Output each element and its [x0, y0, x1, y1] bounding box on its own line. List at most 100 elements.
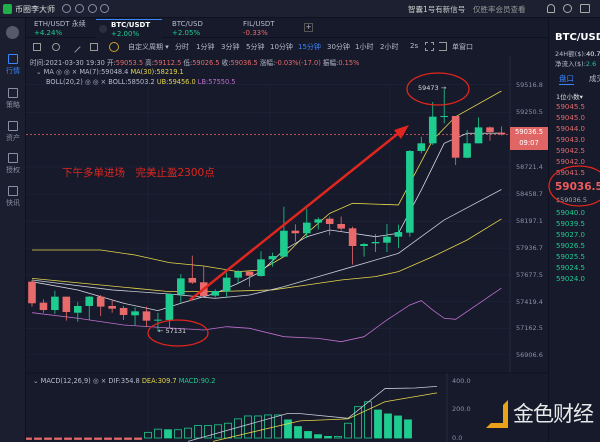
period-1m[interactable]: 1分钟	[196, 43, 215, 51]
high-label: 高:	[145, 59, 154, 67]
tab-btc-usd[interactable]: BTC/USD +2.05%	[168, 19, 234, 38]
period-2h[interactable]: 2小时	[380, 43, 399, 51]
inflow-label: 净流入($):	[555, 60, 586, 68]
period-3m[interactable]: 3分钟	[221, 43, 240, 51]
candle-body	[96, 296, 105, 307]
period-30m[interactable]: 30分钟	[327, 43, 350, 51]
time-label: 时间:	[30, 59, 46, 67]
ask-price[interactable]: 59043.0	[556, 136, 585, 144]
macd-bar	[204, 425, 212, 439]
lb-line	[31, 287, 502, 343]
candle-body	[337, 223, 345, 229]
ask-price[interactable]: 59042.0	[556, 158, 585, 166]
bid-price[interactable]: 59027.0	[556, 231, 585, 239]
macd-bar	[154, 428, 162, 439]
collapse-icon[interactable]: ⌄	[33, 377, 39, 385]
price-axis-label: 56906.6	[516, 350, 543, 359]
compass-icon[interactable]	[88, 4, 97, 13]
bell-icon[interactable]	[547, 4, 555, 13]
close-icon[interactable]: ×	[100, 377, 107, 385]
candle-body	[39, 302, 48, 311]
search-icon[interactable]	[563, 4, 572, 13]
bid-price[interactable]: 59025.5	[556, 253, 585, 261]
macd-bar	[354, 406, 362, 439]
shield-icon[interactable]	[75, 4, 84, 13]
tab-eth-usdt[interactable]: ETH/USDT 永续 +4.24%	[30, 19, 94, 38]
signal-notice[interactable]: 智囊1号有新信号	[408, 5, 466, 14]
candle-body	[211, 290, 219, 296]
macd-bar	[344, 422, 352, 439]
bid-price[interactable]: 59039.5	[556, 220, 585, 228]
boll-ub-value: UB:59456.0	[156, 78, 196, 86]
calendar-icon[interactable]	[90, 43, 98, 51]
period-10m[interactable]: 10分钟	[270, 43, 293, 51]
sidebar-item-authorize[interactable]: 授权	[0, 153, 26, 175]
bid-price[interactable]: 59024.0	[556, 275, 585, 283]
period-1h[interactable]: 1小时	[355, 43, 374, 51]
macd-bar	[44, 437, 52, 440]
ask-price[interactable]: 59045.0	[556, 114, 585, 122]
pause-icon[interactable]	[62, 4, 71, 13]
close-icon[interactable]: ×	[71, 68, 78, 76]
tab-btc-usdt[interactable]: BTC/USDT +2.00%	[96, 19, 162, 38]
sidebar-item-assets[interactable]: 资产	[0, 121, 26, 143]
pair-tabs: ETH/USDT 永续 +4.24% BTC/USDT +2.00% BTC/USD…	[26, 18, 548, 38]
pencil-icon[interactable]	[69, 41, 81, 53]
time-value: 2021-03-30 19:30	[45, 59, 105, 67]
tab-trades[interactable]: 成交	[589, 74, 600, 83]
macd-bar	[74, 437, 82, 440]
news-icon	[8, 186, 18, 196]
eye-icon[interactable]: ◎	[84, 78, 91, 86]
clock-icon[interactable]	[109, 42, 119, 52]
globe-icon[interactable]	[6, 26, 19, 39]
period-2s[interactable]: 2s	[410, 42, 419, 50]
open-value: 59053.5	[115, 59, 144, 67]
bid-price[interactable]: 59024.5	[556, 264, 585, 272]
settings-icon[interactable]: ◎	[63, 68, 70, 76]
ask-price[interactable]: 59042.5	[556, 147, 585, 155]
member-notice[interactable]: 仅胜率会员查看	[473, 5, 526, 14]
eye-icon[interactable]: ◎	[55, 68, 62, 76]
candle-body	[108, 305, 116, 309]
tab-change: +2.00%	[111, 30, 140, 38]
settings-icon[interactable]: ◎	[92, 377, 99, 385]
tab-pair: ETH/USDT 永续	[34, 20, 86, 28]
sidebar-item-strategy[interactable]: 策略	[0, 88, 26, 110]
candle-body	[406, 150, 414, 233]
macd-name: MACD(12,26,9)	[40, 377, 91, 385]
sidebar-item-news[interactable]: 快讯	[0, 186, 26, 208]
delete-icon[interactable]: ◎	[92, 78, 99, 86]
period-15m[interactable]: 15分钟	[298, 43, 321, 51]
settings-icon[interactable]	[52, 43, 60, 51]
macd-bar	[294, 426, 302, 439]
macd-bar	[164, 429, 172, 439]
period-timeshare[interactable]: 分时	[175, 43, 189, 51]
sidebar-item-market[interactable]: 行情	[0, 54, 26, 76]
period-5m[interactable]: 5分钟	[246, 43, 265, 51]
decimals-dropdown[interactable]: 1位小数▾	[556, 93, 583, 101]
bid-price[interactable]: 59026.5	[556, 242, 585, 250]
ask-price[interactable]: 59044.0	[556, 125, 585, 133]
candle-body	[303, 222, 311, 234]
ask-price[interactable]: 59041.5	[556, 169, 585, 177]
add-tab-button[interactable]: +	[304, 23, 313, 32]
app-name: 币圈李大师	[15, 5, 55, 14]
shirt-icon[interactable]	[580, 4, 590, 13]
layout-icon[interactable]	[439, 42, 447, 51]
indicator-icon[interactable]	[33, 43, 41, 51]
candle-body	[177, 278, 185, 295]
candle-body	[74, 305, 82, 313]
collapse-icon[interactable]: ⌄	[36, 68, 42, 76]
fullscreen-icon[interactable]	[425, 42, 434, 51]
single-window-button[interactable]: 单窗口	[452, 43, 473, 51]
macd-value: MACD:90.2	[178, 377, 216, 385]
close-icon[interactable]: ×	[100, 78, 107, 86]
phone-icon[interactable]	[100, 4, 109, 13]
tab-order-book[interactable]: 盘口	[559, 74, 574, 85]
bid-price[interactable]: 59040.0	[556, 209, 585, 217]
custom-period-dropdown[interactable]: 自定义周期 ▾	[128, 43, 169, 51]
ask-price[interactable]: 59045.5	[556, 103, 585, 111]
amplitude-label: 振幅:	[322, 59, 339, 67]
tab-fil-usdt[interactable]: FIL/USDT -0.33%	[239, 19, 299, 38]
